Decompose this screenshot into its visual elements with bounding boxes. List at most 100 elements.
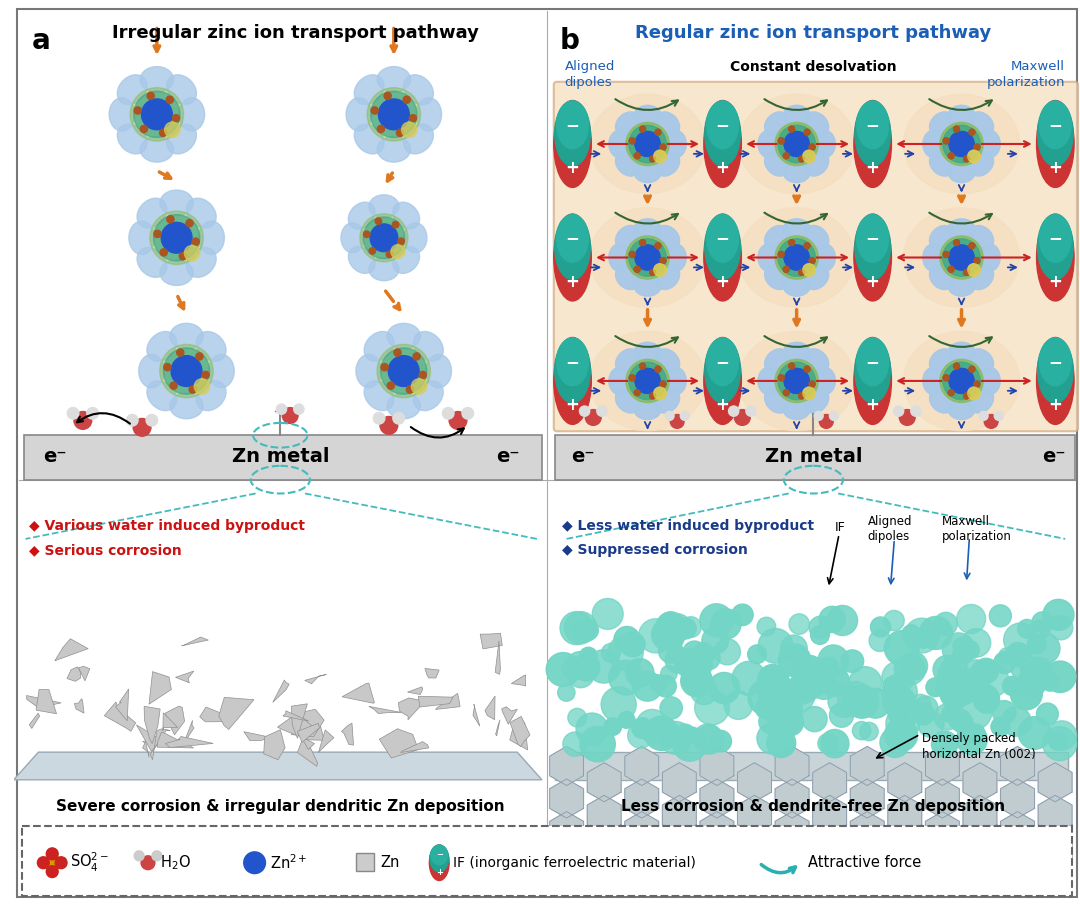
- Polygon shape: [299, 733, 314, 749]
- Circle shape: [725, 691, 753, 719]
- Ellipse shape: [805, 152, 828, 176]
- Circle shape: [67, 408, 79, 419]
- Circle shape: [46, 848, 58, 860]
- Circle shape: [954, 240, 959, 246]
- Circle shape: [968, 150, 981, 163]
- Circle shape: [660, 381, 666, 387]
- Circle shape: [630, 375, 635, 381]
- Circle shape: [820, 666, 849, 696]
- Circle shape: [141, 99, 173, 130]
- Circle shape: [653, 387, 666, 400]
- Circle shape: [634, 390, 640, 396]
- Circle shape: [802, 264, 815, 276]
- Circle shape: [629, 362, 666, 400]
- Circle shape: [963, 393, 970, 399]
- Ellipse shape: [609, 368, 630, 394]
- Circle shape: [882, 661, 914, 694]
- Polygon shape: [341, 723, 353, 745]
- Ellipse shape: [765, 226, 788, 249]
- Circle shape: [760, 691, 794, 724]
- Circle shape: [783, 153, 789, 159]
- Circle shape: [1017, 620, 1037, 638]
- Ellipse shape: [904, 94, 1020, 194]
- Circle shape: [462, 408, 473, 419]
- Ellipse shape: [656, 265, 679, 290]
- Circle shape: [974, 257, 980, 264]
- Ellipse shape: [349, 246, 375, 274]
- Ellipse shape: [930, 226, 954, 249]
- Circle shape: [562, 660, 580, 678]
- Circle shape: [954, 363, 959, 369]
- Circle shape: [948, 390, 954, 396]
- Circle shape: [784, 369, 809, 393]
- Text: −: −: [1049, 229, 1063, 247]
- Circle shape: [974, 381, 980, 387]
- Circle shape: [660, 144, 666, 150]
- Circle shape: [932, 731, 958, 757]
- Ellipse shape: [665, 368, 686, 394]
- Text: −: −: [866, 352, 879, 371]
- Ellipse shape: [616, 226, 639, 249]
- Circle shape: [630, 375, 635, 381]
- Circle shape: [626, 122, 670, 166]
- Circle shape: [140, 125, 148, 132]
- Circle shape: [1018, 717, 1051, 749]
- Circle shape: [164, 363, 171, 371]
- Ellipse shape: [765, 349, 788, 373]
- Circle shape: [788, 126, 795, 132]
- Polygon shape: [550, 747, 583, 786]
- Circle shape: [778, 239, 815, 276]
- Circle shape: [969, 243, 975, 248]
- Ellipse shape: [554, 338, 591, 424]
- Ellipse shape: [616, 265, 639, 290]
- Ellipse shape: [930, 152, 954, 176]
- Polygon shape: [401, 742, 429, 753]
- Polygon shape: [116, 689, 129, 721]
- Circle shape: [974, 659, 999, 683]
- Circle shape: [783, 153, 789, 159]
- Ellipse shape: [706, 215, 739, 263]
- Circle shape: [783, 266, 789, 272]
- Circle shape: [164, 122, 180, 138]
- Circle shape: [634, 266, 640, 272]
- Circle shape: [892, 733, 910, 752]
- Circle shape: [849, 667, 881, 699]
- Circle shape: [980, 411, 988, 420]
- Circle shape: [885, 718, 918, 751]
- Ellipse shape: [656, 349, 679, 373]
- Circle shape: [784, 131, 809, 157]
- Polygon shape: [319, 730, 334, 753]
- Ellipse shape: [554, 214, 591, 301]
- Polygon shape: [305, 674, 326, 684]
- Circle shape: [804, 671, 827, 696]
- Ellipse shape: [364, 381, 394, 410]
- Circle shape: [653, 150, 666, 163]
- Text: +: +: [1049, 273, 1063, 291]
- Circle shape: [948, 266, 954, 272]
- Polygon shape: [1038, 763, 1072, 802]
- Circle shape: [882, 674, 917, 709]
- Circle shape: [1010, 678, 1042, 709]
- Ellipse shape: [634, 342, 661, 363]
- Circle shape: [948, 153, 954, 159]
- Circle shape: [546, 652, 580, 687]
- Ellipse shape: [765, 226, 788, 249]
- Circle shape: [161, 222, 192, 253]
- Circle shape: [913, 703, 934, 725]
- Ellipse shape: [1037, 338, 1075, 424]
- Circle shape: [656, 366, 661, 372]
- Circle shape: [1042, 727, 1077, 761]
- Ellipse shape: [805, 226, 828, 249]
- Ellipse shape: [354, 75, 384, 104]
- Circle shape: [779, 252, 784, 257]
- Circle shape: [775, 236, 819, 279]
- Circle shape: [46, 866, 58, 878]
- Circle shape: [1048, 721, 1077, 750]
- Circle shape: [968, 387, 981, 400]
- Circle shape: [681, 649, 712, 680]
- Circle shape: [634, 266, 640, 272]
- Polygon shape: [1038, 795, 1072, 834]
- Circle shape: [680, 665, 713, 697]
- Circle shape: [759, 710, 782, 734]
- Circle shape: [625, 659, 653, 687]
